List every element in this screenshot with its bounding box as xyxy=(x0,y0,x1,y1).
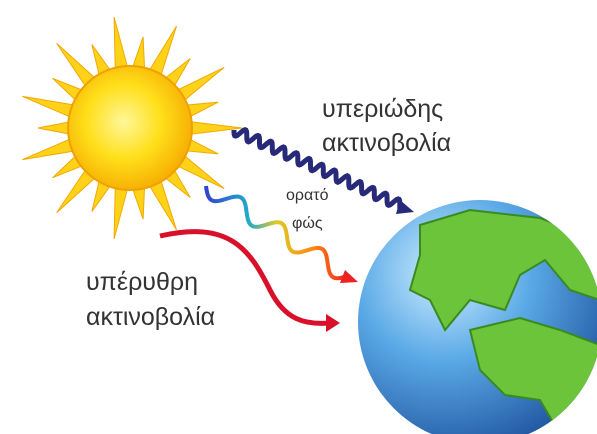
visible-wave xyxy=(204,185,349,281)
infrared-arrowhead xyxy=(326,314,340,332)
label: ορατό xyxy=(286,187,329,204)
label: υπεριώδης xyxy=(322,95,443,123)
label: υπέρυθρη xyxy=(86,268,198,296)
continents xyxy=(408,208,597,434)
label: φώς xyxy=(292,215,323,232)
ultraviolet-arrowhead xyxy=(396,200,414,214)
sun-ray xyxy=(113,16,129,73)
sun-ray xyxy=(113,183,129,240)
infrared-wave xyxy=(159,229,331,326)
ultraviolet-wave xyxy=(231,127,403,210)
sun xyxy=(67,65,193,191)
label: ακτινοβολία xyxy=(86,303,215,331)
label: ακτινοβολία xyxy=(322,129,451,157)
visible-arrowhead xyxy=(340,270,358,283)
